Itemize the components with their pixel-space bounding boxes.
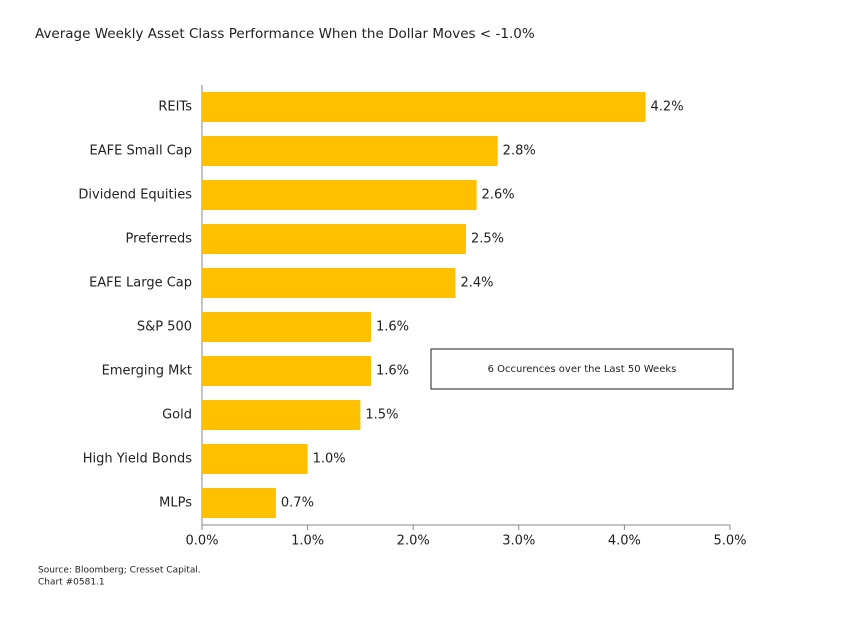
bar [202,136,498,166]
bar [202,224,466,254]
y-tick-label: High Yield Bonds [83,452,192,467]
source: Source: Bloomberg; Cresset Capital. [38,566,201,576]
data-label: 1.6% [376,320,409,335]
x-tick-label: 5.0% [713,534,746,549]
data-label: 1.0% [313,452,346,467]
y-tick-label: REITs [158,100,192,115]
bar [202,356,371,386]
annotation: 6 Occurences over the Last 50 Weeks [488,364,677,375]
bar [202,180,477,210]
bar [202,400,361,430]
x-tick-label: 1.0% [291,534,324,549]
x-tick-label: 2.0% [397,534,430,549]
data-label: 0.7% [281,496,314,511]
x-tick-label: 3.0% [502,534,535,549]
y-tick-label: Gold [162,408,192,423]
bar [202,92,646,122]
data-label: 1.5% [365,408,398,423]
y-tick-label: EAFE Small Cap [90,144,192,159]
bar [202,444,308,474]
source: Chart #0581.1 [38,578,105,588]
data-label: 2.6% [482,188,515,203]
bar [202,268,456,298]
x-tick-label: 4.0% [608,534,641,549]
y-tick-label: Emerging Mkt [102,364,192,379]
x-tick-label: 0.0% [185,534,218,549]
y-tick-label: Preferreds [126,232,193,247]
data-label: 4.2% [651,100,684,115]
bar [202,488,276,518]
y-tick-label: EAFE Large Cap [89,276,192,291]
chart-title: Average Weekly Asset Class Performance W… [35,26,535,42]
y-tick-label: MLPs [159,496,192,511]
y-tick-label: S&P 500 [137,320,192,335]
annotation-box [430,348,734,390]
bar [202,312,371,342]
data-label: 2.5% [471,232,504,247]
data-label: 1.6% [376,364,409,379]
data-label: 2.8% [503,144,536,159]
y-tick-label: Dividend Equities [78,188,192,203]
data-label: 2.4% [460,276,493,291]
